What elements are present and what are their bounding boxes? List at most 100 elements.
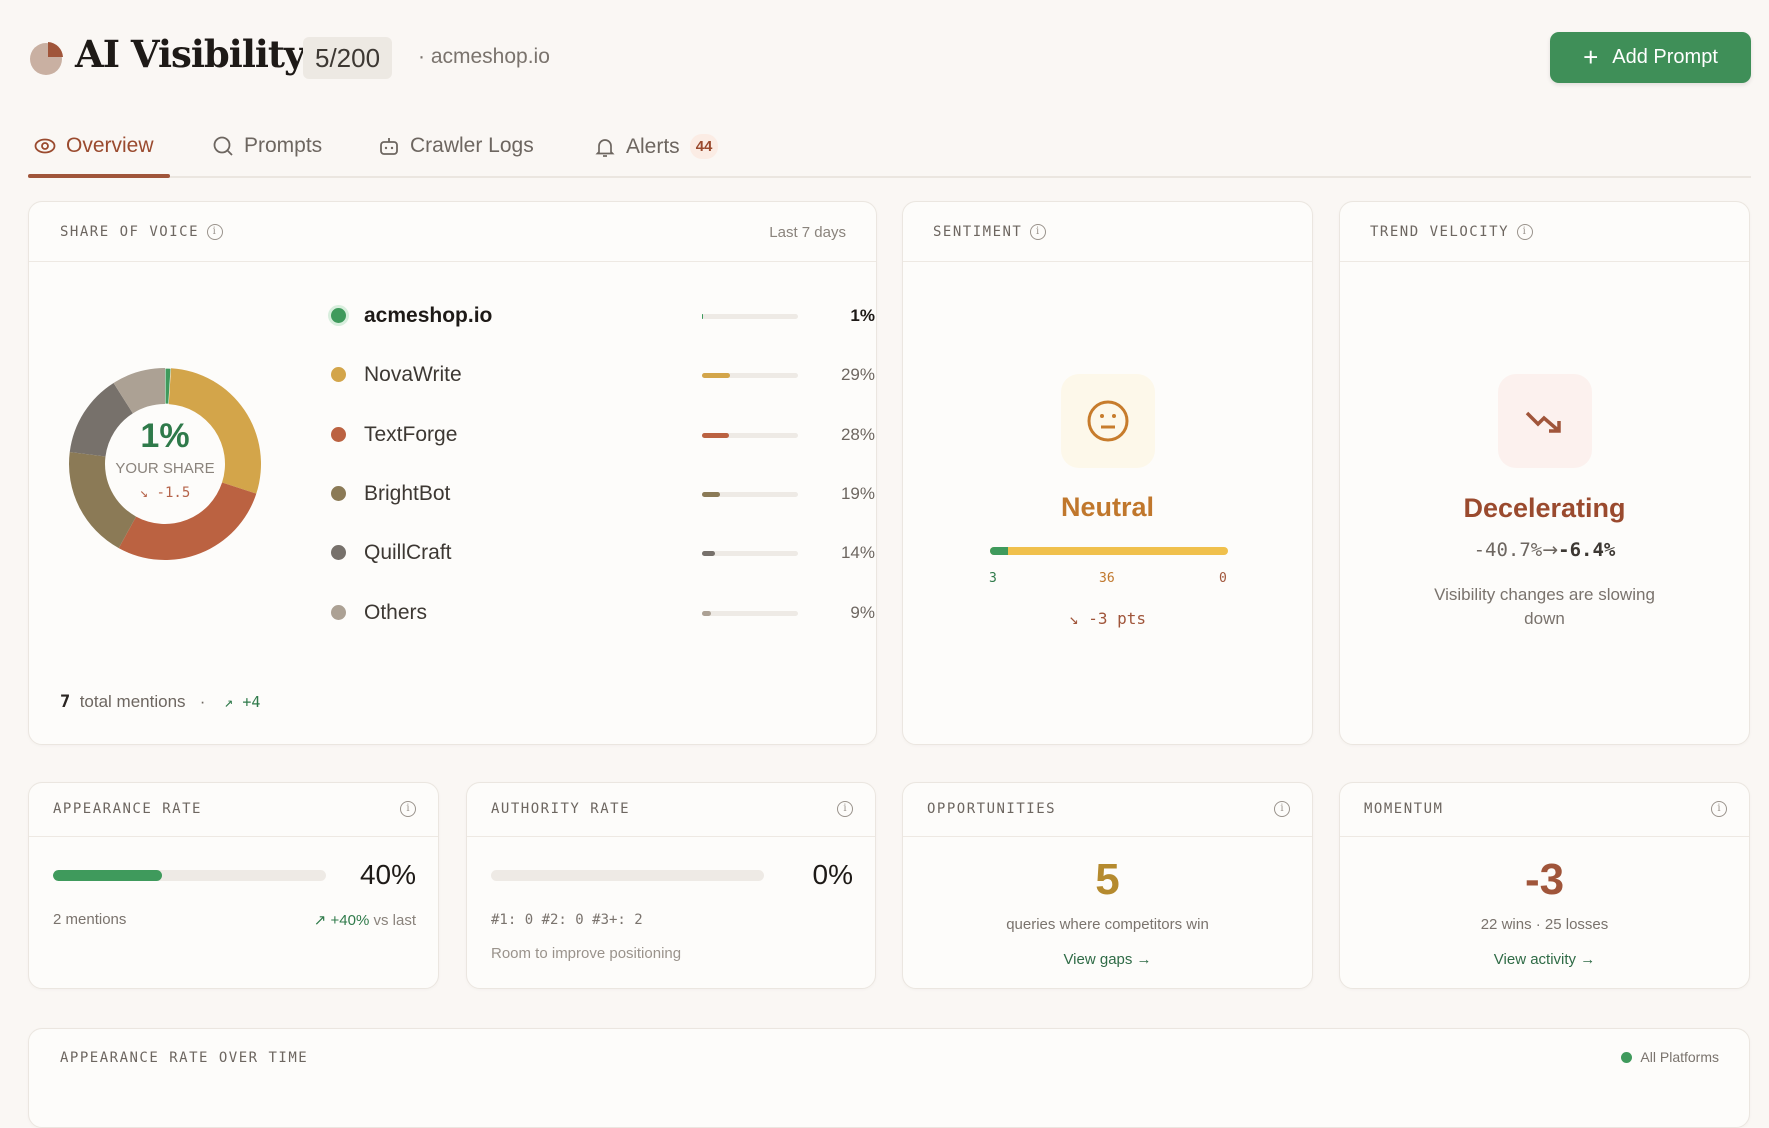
domain-label: · acmeshop.io — [418, 45, 550, 68]
info-icon[interactable]: i — [1517, 224, 1534, 240]
search-icon — [213, 136, 233, 156]
your-share-label: YOUR SHARE — [115, 460, 215, 477]
legend-share-fill — [702, 373, 730, 379]
trend-value: Decelerating — [1463, 493, 1626, 523]
donut-slice-acmeshop-io[interactable] — [164, 367, 172, 405]
opportunities-value: 5 — [1095, 855, 1120, 904]
authority-note: Room to improve positioning — [491, 945, 682, 962]
legend-share-bar — [702, 551, 798, 557]
legend-share-bar — [702, 432, 798, 438]
info-icon[interactable]: i — [1030, 224, 1047, 240]
trend-velocity-card: TREND VELOCITY i Decelerating -40.7%→-6.4… — [1339, 201, 1750, 745]
total-mentions: 7 total mentions · ↗ +4 — [60, 692, 261, 712]
info-icon[interactable]: i — [207, 224, 224, 240]
legend-pct: 29% — [840, 365, 875, 385]
app-logo-icon — [28, 40, 64, 76]
tab-label: Crawler Logs — [410, 134, 534, 157]
card-header: OPPORTUNITIES i — [903, 783, 1312, 837]
authority-progress-bar — [491, 870, 764, 881]
legend-item[interactable]: BrightBot 19% — [329, 479, 875, 509]
legend-pct: 19% — [840, 483, 875, 503]
donut-slice-textforge[interactable] — [118, 482, 257, 560]
neutral-face-icon — [1061, 374, 1155, 468]
period-label: Last 7 days — [769, 224, 846, 241]
legend-share-fill — [702, 491, 721, 497]
donut-slice-others[interactable] — [113, 368, 165, 414]
sentiment-positive-count: 3 — [989, 571, 997, 586]
card-title: APPEARANCE RATE — [53, 801, 202, 817]
card-title: MOMENTUM — [1364, 801, 1444, 817]
donut-slice-quillcraft[interactable] — [69, 382, 133, 457]
card-header: MOMENTUM i — [1340, 783, 1749, 837]
legend-item[interactable]: acmeshop.io 1% — [329, 301, 875, 331]
legend-item[interactable]: NovaWrite 29% — [329, 360, 875, 390]
tab-bar-divider — [28, 176, 1751, 178]
sentiment-positive-fill — [990, 547, 1009, 555]
active-tab-underline — [28, 174, 170, 178]
legend-name: BrightBot — [364, 481, 451, 505]
view-gaps-link[interactable]: View gaps → — [1063, 951, 1152, 968]
platform-filter[interactable]: All Platforms — [1621, 1049, 1719, 1065]
appearance-value: 40% — [359, 859, 416, 890]
page-title: AI Visibility — [75, 32, 306, 76]
platform-filter-label: All Platforms — [1640, 1049, 1719, 1065]
tab-label: Alerts — [626, 134, 680, 158]
appearance-mentions: 2 mentions — [53, 911, 127, 928]
legend-share-bar — [702, 610, 798, 616]
status-dot-icon — [1621, 1051, 1633, 1063]
info-icon[interactable]: i — [400, 801, 416, 817]
legend-share-bar — [702, 314, 798, 319]
info-icon[interactable]: i — [1274, 801, 1290, 817]
sentiment-card: SENTIMENT i Neutral 3 36 0 ↘ -3 pts — [902, 201, 1313, 745]
sentiment-value: Neutral — [1060, 492, 1155, 522]
authority-rate-card: AUTHORITY RATE i 0% #1: 0 #2: 0 #3+: 2 Ro… — [466, 782, 876, 989]
legend-dot-icon — [331, 308, 346, 323]
quota-badge: 5/200 — [303, 37, 393, 79]
legend-share-fill — [702, 551, 716, 557]
legend-name: NovaWrite — [364, 363, 462, 387]
tab-label: Overview — [66, 134, 154, 157]
tab-crawler-logs[interactable]: Crawler Logs — [378, 134, 534, 158]
momentum-value: -3 — [1524, 855, 1565, 904]
legend-share-fill — [702, 314, 703, 319]
view-activity-link[interactable]: View activity → — [1493, 951, 1596, 968]
tab-overview[interactable]: Overview — [34, 134, 154, 158]
info-icon[interactable]: i — [1711, 801, 1727, 817]
robot-icon — [380, 138, 398, 155]
add-prompt-button[interactable]: + Add Prompt — [1550, 32, 1751, 83]
appearance-over-time-card: APPEARANCE RATE OVER TIME All Platforms — [28, 1028, 1750, 1128]
legend-name: TextForge — [364, 422, 458, 446]
opportunities-card: OPPORTUNITIES i 5 queries where competito… — [902, 782, 1313, 989]
eye-icon — [34, 138, 56, 154]
donut-slice-novawrite[interactable] — [168, 368, 261, 494]
momentum-description: 22 wins · 25 losses — [1480, 916, 1609, 933]
legend-dot-icon — [331, 426, 346, 442]
alerts-count-badge: 44 — [689, 134, 719, 159]
donut-slice-brightbot[interactable] — [69, 451, 137, 549]
sentiment-negative-count: 0 — [1219, 571, 1227, 586]
your-share-delta: ↘ -1.5 — [139, 485, 191, 501]
total-mentions-label: total mentions — [79, 692, 186, 711]
legend-name: acmeshop.io — [364, 304, 493, 327]
total-mentions-count: 7 — [60, 692, 71, 712]
info-icon[interactable]: i — [837, 801, 853, 817]
arrow-right-icon: → — [1542, 539, 1559, 561]
legend-dot-icon — [331, 545, 346, 561]
bell-icon — [595, 138, 615, 157]
legend-item[interactable]: QuillCraft 14% — [329, 538, 875, 568]
appearance-delta-suffix: vs last — [373, 912, 416, 929]
tab-alerts[interactable]: Alerts 44 — [594, 134, 719, 159]
card-title: AUTHORITY RATE — [491, 801, 631, 817]
appearance-progress-bar — [53, 870, 326, 881]
tab-prompts[interactable]: Prompts — [212, 134, 322, 158]
legend-item[interactable]: TextForge 28% — [329, 420, 875, 450]
legend-pct: 14% — [840, 543, 875, 563]
add-prompt-label: Add Prompt — [1612, 46, 1718, 68]
sentiment-delta: ↘ -3 pts — [1068, 609, 1147, 628]
trend-to: -6.4% — [1558, 539, 1616, 561]
legend-item[interactable]: Others 9% — [329, 598, 875, 628]
legend-share-bar — [702, 373, 798, 379]
opportunities-description: queries where competitors win — [1006, 916, 1209, 933]
legend-name: QuillCraft — [364, 541, 452, 565]
card-title: TREND VELOCITY i — [1370, 224, 1534, 240]
